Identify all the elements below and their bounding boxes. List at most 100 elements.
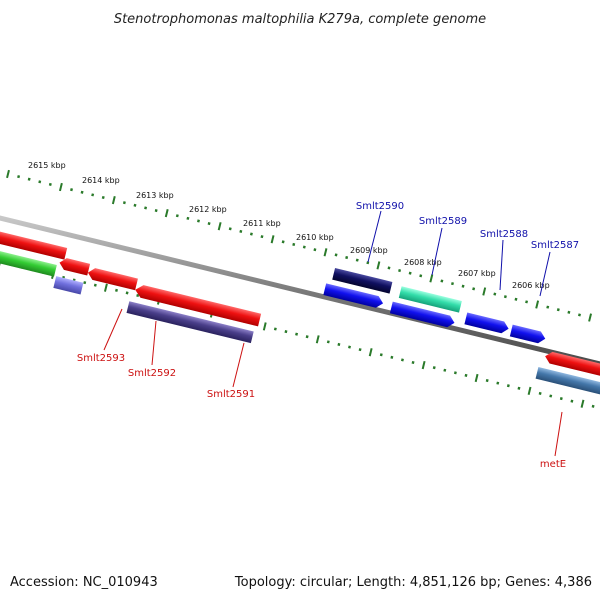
gene-label[interactable]: Smlt2589 [419, 216, 467, 227]
ruler-minor-tick [239, 229, 243, 233]
tick-label: 2612 kbp [189, 205, 227, 214]
ruler-minor-tick [136, 293, 140, 298]
cds-feature[interactable] [58, 257, 91, 276]
ruler-minor-tick [379, 353, 383, 357]
forward-gene-leaders [367, 210, 551, 297]
gene-label[interactable]: Smlt2587 [531, 240, 579, 251]
ruler-major-tick [6, 169, 10, 179]
cds-feature[interactable] [389, 301, 456, 329]
tick-label: 2614 kbp [82, 176, 120, 185]
ruler-minor-tick [249, 232, 253, 236]
cds-feature[interactable] [87, 267, 138, 291]
ruler-minor-tick [207, 222, 211, 226]
tick-label: 2608 kbp [404, 258, 442, 267]
ruler-minor-tick [578, 313, 581, 317]
gene-label[interactable]: Smlt2591 [207, 389, 255, 400]
ruler-minor-tick [228, 227, 232, 231]
ruler-minor-tick [273, 327, 277, 331]
ruler-minor-tick [133, 203, 137, 207]
cds-feature[interactable] [398, 286, 462, 313]
ruler-major-tick [535, 300, 540, 309]
tick-label: 2611 kbp [243, 219, 281, 228]
genome-summary-text: Topology: circular; Length: 4,851,126 bp… [234, 575, 592, 590]
cds-feature[interactable] [535, 366, 600, 396]
ruler-minor-tick [175, 214, 179, 218]
ruler-minor-tick [453, 371, 457, 375]
ruler-major-tick [580, 399, 585, 408]
ruler-tick-labels: 2615 kbp 2614 kbp 2613 kbp 2612 kbp 2611… [28, 161, 550, 290]
cds-feature[interactable] [53, 276, 84, 295]
ruler-minor-tick [38, 180, 42, 184]
ruler-minor-tick [506, 384, 510, 388]
ruler-minor-tick [451, 282, 454, 286]
cds-feature[interactable] [0, 218, 68, 260]
ruler-minor-tick [91, 193, 95, 197]
ruler-major-tick [103, 283, 108, 292]
ruler-major-tick [474, 373, 479, 383]
cds-feature[interactable] [509, 324, 547, 345]
ruler-minor-tick [591, 404, 595, 408]
ruler-major-tick [217, 222, 222, 231]
ruler-minor-tick [313, 248, 317, 252]
ruler-minor-tick [186, 216, 190, 220]
ruler-minor-tick [154, 208, 158, 213]
ruler-major-tick [368, 348, 373, 357]
ruler-minor-tick [525, 300, 529, 304]
ruler-minor-tick [348, 345, 351, 349]
map-title: Stenotrophomonas maltophilia K279a, comp… [114, 12, 486, 27]
ruler-minor-tick [514, 297, 518, 301]
ruler-major-tick [270, 235, 275, 244]
ruler-minor-tick [27, 177, 31, 181]
ruler-minor-tick [400, 358, 404, 362]
ruler-minor-tick [464, 373, 468, 377]
ruler-minor-tick [503, 295, 507, 299]
ruler-minor-tick [517, 386, 521, 390]
gene-label[interactable]: Smlt2593 [77, 353, 125, 364]
cds-feature[interactable] [332, 267, 393, 294]
gene-label[interactable]: Smlt2590 [356, 201, 404, 212]
genome-backbone [0, 215, 600, 367]
ruler-minor-tick [493, 292, 497, 296]
ruler-major-tick [323, 248, 328, 257]
cds-feature[interactable] [464, 312, 510, 335]
ruler-minor-tick [83, 281, 87, 285]
ruler-minor-tick [305, 335, 309, 339]
cds-feature[interactable] [134, 283, 262, 327]
cds-feature[interactable] [544, 350, 600, 378]
upper-ruler-track [6, 169, 592, 322]
ruler-minor-tick [260, 235, 264, 239]
ruler-minor-tick [556, 308, 560, 312]
ruler-minor-tick [387, 266, 391, 270]
gene-label[interactable]: metE [540, 459, 566, 470]
ruler-major-tick [164, 209, 169, 218]
ruler-minor-tick [567, 310, 571, 314]
tick-label: 2613 kbp [136, 191, 174, 200]
gene-label[interactable]: Smlt2588 [480, 229, 528, 240]
cds-feature[interactable] [126, 301, 254, 344]
ruler-major-tick [588, 313, 592, 322]
ruler-minor-tick [546, 305, 550, 309]
ruler-minor-tick [144, 206, 148, 210]
ruler-major-tick [429, 274, 434, 283]
ruler-minor-tick [443, 368, 447, 372]
ruler-minor-tick [570, 399, 574, 403]
ruler-minor-tick [337, 342, 341, 347]
lower-ruler-track [0, 257, 595, 408]
cds-features [0, 218, 600, 396]
ruler-minor-tick [411, 360, 415, 365]
ruler-minor-tick [17, 175, 21, 179]
ruler-major-tick [262, 322, 267, 331]
cds-feature[interactable] [323, 283, 384, 309]
ruler-minor-tick [496, 381, 500, 385]
ruler-minor-tick [101, 195, 105, 200]
ruler-minor-tick [80, 190, 84, 194]
ruler-minor-tick [326, 340, 330, 344]
cds-feature[interactable] [0, 237, 57, 277]
gene-label[interactable]: Smlt2592 [128, 368, 176, 379]
ruler-major-tick [482, 287, 487, 296]
ruler-minor-tick [355, 258, 359, 262]
accession-text: Accession: NC_010943 [10, 575, 158, 590]
ruler-minor-tick [292, 242, 296, 247]
